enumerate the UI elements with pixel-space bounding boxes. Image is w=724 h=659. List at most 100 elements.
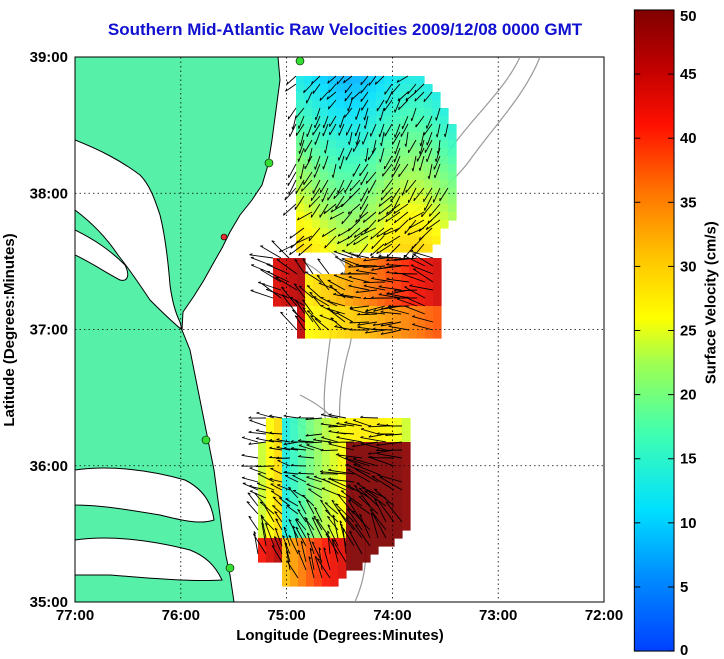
velocity-cell: [440, 204, 449, 213]
velocity-arrow: [305, 417, 323, 421]
velocity-cell: [296, 236, 305, 245]
velocity-cell: [338, 562, 347, 571]
velocity-cell: [369, 298, 378, 307]
velocity-arrow: [355, 289, 378, 294]
velocity-arrow: [278, 497, 291, 507]
velocity-cell: [321, 306, 330, 315]
velocity-cell: [402, 474, 411, 483]
velocity-cell: [376, 220, 385, 229]
velocity-cell: [320, 100, 329, 109]
velocity-cell: [298, 546, 307, 555]
velocity-cell: [328, 220, 337, 229]
velocity-cell: [440, 164, 449, 173]
velocity-arrow: [297, 416, 315, 419]
velocity-cell: [392, 228, 401, 237]
velocity-cell: [336, 244, 345, 253]
velocity-arrow: [376, 243, 393, 255]
velocity-arrow: [370, 227, 385, 240]
velocity-cell: [338, 482, 347, 491]
velocity-arrow: [393, 211, 409, 224]
velocity-arrow: [369, 456, 395, 467]
velocity-cell: [354, 514, 363, 523]
velocity-cell: [393, 322, 402, 331]
velocity-cell: [370, 538, 379, 547]
velocity-cell: [385, 330, 394, 339]
velocity-cell: [281, 282, 290, 291]
velocity-cell: [392, 76, 401, 85]
velocity-arrow: [287, 486, 299, 499]
colorbar-label: Surface Velocity (cm/s): [704, 221, 720, 384]
velocity-cell: [336, 84, 345, 93]
velocity-cell: [360, 172, 369, 181]
velocity-cell: [329, 330, 338, 339]
velocity-cell: [274, 434, 283, 443]
velocity-cell: [346, 426, 355, 435]
velocity-cell: [322, 538, 331, 547]
velocity-cell: [330, 554, 339, 563]
velocity-arrow: [393, 289, 418, 292]
velocity-cell: [394, 442, 403, 451]
velocity-arrow: [355, 263, 378, 267]
velocity-arrow: [365, 305, 386, 312]
velocity-cell: [297, 306, 306, 315]
velocity-cell: [304, 244, 313, 253]
velocity-cell: [416, 124, 425, 133]
velocity-cell: [384, 236, 393, 245]
velocity-cell: [385, 282, 394, 291]
velocity-arrow: [376, 227, 393, 238]
y-tick-label: 36:00: [30, 458, 68, 475]
velocity-arrow: [324, 235, 337, 249]
velocity-arrow: [295, 518, 307, 539]
velocity-cell: [297, 330, 306, 339]
velocity-cell: [354, 490, 363, 499]
velocity-cell: [296, 124, 305, 133]
velocity-cell: [352, 212, 361, 221]
velocity-cell: [322, 570, 331, 579]
velocity-cell: [289, 258, 298, 267]
velocity-arrow: [369, 508, 387, 531]
velocity-cell: [289, 282, 298, 291]
velocity-cell: [400, 84, 409, 93]
colorbar-tick-label: 50: [680, 9, 697, 25]
velocity-cell: [328, 124, 337, 133]
velocity-cell: [304, 188, 313, 197]
velocity-cell: [338, 474, 347, 483]
velocity-cell: [330, 578, 339, 587]
velocity-arrow: [293, 283, 306, 299]
velocity-cell: [305, 322, 314, 331]
velocity-cell: [338, 450, 347, 459]
velocity-arrow: [398, 99, 409, 111]
velocity-cell: [376, 92, 385, 101]
velocity-arrow: [353, 227, 369, 238]
velocity-arrow: [289, 296, 306, 307]
velocity-cell: [338, 554, 347, 563]
velocity-cell: [394, 434, 403, 443]
velocity-arrow: [269, 477, 283, 483]
velocity-cell: [424, 84, 433, 93]
velocity-arrow: [344, 107, 353, 118]
velocity-cell: [360, 108, 369, 117]
velocity-cell: [370, 530, 379, 539]
velocity-cell: [296, 164, 305, 173]
velocity-arrow: [371, 475, 395, 491]
velocity-cell: [338, 418, 347, 427]
velocity-cell: [352, 244, 361, 253]
velocity-cell: [368, 116, 377, 125]
velocity-arrow: [360, 75, 369, 86]
velocity-arrow: [344, 179, 353, 194]
velocity-arrow: [294, 195, 305, 211]
velocity-cell: [304, 204, 313, 213]
velocity-arrow: [306, 285, 322, 299]
velocity-cell: [289, 298, 298, 307]
velocity-arrow: [385, 424, 403, 427]
velocity-cell: [296, 100, 305, 109]
velocity-arrow: [347, 131, 353, 145]
velocity-cell: [321, 322, 330, 331]
velocity-arrow: [353, 139, 361, 152]
velocity-arrow: [349, 530, 363, 555]
velocity-cell: [424, 196, 433, 205]
velocity-cell: [322, 514, 331, 523]
colorbar-tick-label: 35: [680, 195, 697, 211]
velocity-cell: [424, 116, 433, 125]
velocity-arrow: [339, 155, 345, 170]
